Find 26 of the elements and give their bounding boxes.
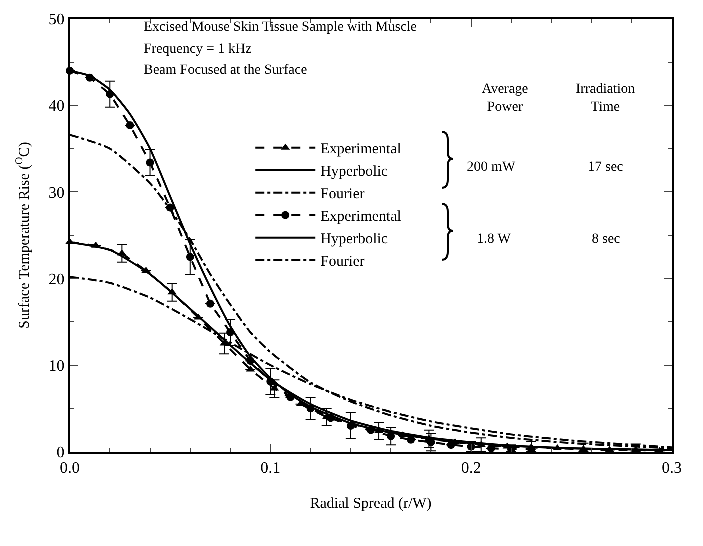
y-tick-label: 30 <box>48 184 65 202</box>
y-tick-label: 50 <box>48 12 65 29</box>
y-tick-label: 10 <box>48 358 65 375</box>
annotation: Irradiation Time <box>576 82 636 116</box>
y-tick-label: 20 <box>48 271 65 288</box>
annotation: 8 sec <box>592 232 620 247</box>
legend-label: Experimental <box>320 142 402 158</box>
y-tick-label: 0 <box>56 444 65 462</box>
x-tick-label: 0.0 <box>60 460 80 478</box>
y-tick-label: 40 <box>48 98 65 116</box>
x-tick-label: 0.1 <box>260 460 281 478</box>
x-axis-title: Radial Spread (r/W) <box>310 496 432 512</box>
legend-label: Experimental <box>320 209 402 226</box>
annotation: Average Power <box>482 82 528 116</box>
annotation: 17 sec <box>588 160 624 175</box>
x-tick-label: 0.2 <box>461 460 482 478</box>
annotation: 200 mW <box>467 160 516 175</box>
legend-label: Fourier <box>320 186 365 203</box>
annotation: Excised Mouse Skin Tissue Sample with Muscle <box>144 20 418 35</box>
legend-label: Hyperbolic <box>320 164 388 180</box>
x-tick-label: 0.3 <box>662 460 682 478</box>
annotation: Frequency = 1 kHz <box>144 42 252 57</box>
legend-label: Fourier <box>320 254 365 270</box>
legend-label: Hyperbolic <box>320 232 388 248</box>
annotation: 1.8 W <box>477 232 512 247</box>
annotation: Beam Focused at the Surface <box>144 63 308 78</box>
